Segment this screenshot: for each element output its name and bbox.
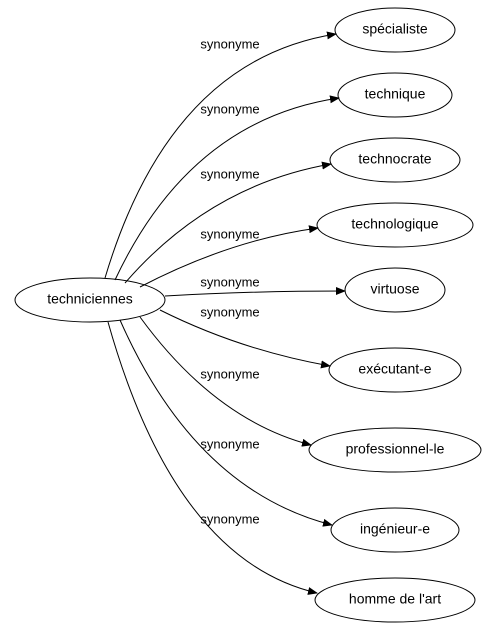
node-label: homme de l'art [349, 591, 441, 607]
edge-label: synonyme [200, 304, 259, 319]
node-label: technologique [351, 216, 438, 232]
target-node-homme_de_lart: homme de l'art [315, 578, 475, 622]
edge-path [165, 291, 345, 296]
target-node-technique: technique [338, 73, 452, 117]
edge-path [115, 98, 339, 280]
edge-label: synonyme [200, 511, 259, 526]
target-node-technocrate: technocrate [330, 138, 460, 182]
edges-group: synonyme synonyme synonyme synonyme synonyme… [105, 34, 345, 593]
edge-label: synonyme [200, 166, 259, 181]
edge-label: synonyme [200, 36, 259, 51]
node-label: virtuose [370, 281, 419, 297]
target-node-ingenieur: ingénieur-e [331, 508, 459, 552]
target-node-virtuose: virtuose [345, 268, 445, 312]
target-node-executant: exécutant-e [329, 348, 461, 392]
edge-path [120, 320, 332, 525]
node-label: spécialiste [362, 21, 428, 37]
edge-label: synonyme [200, 366, 259, 381]
source-node-techniciennes: techniciennes [15, 278, 165, 322]
target-node-specialiste: spécialiste [335, 8, 455, 52]
edge-technique: synonyme [115, 98, 339, 280]
edge-label: synonyme [200, 274, 259, 289]
edge-ingenieur: synonyme [120, 320, 332, 525]
node-label: professionnel-le [346, 441, 445, 457]
node-label: techniciennes [47, 291, 133, 307]
synonym-diagram: synonyme synonyme synonyme synonyme synonyme… [0, 0, 500, 635]
edge-label: synonyme [200, 101, 259, 116]
node-label: ingénieur-e [360, 521, 430, 537]
edge-label: synonyme [200, 436, 259, 451]
edge-virtuose: synonyme [165, 274, 345, 296]
node-label: technocrate [358, 151, 431, 167]
node-label: exécutant-e [358, 361, 431, 377]
node-label: technique [365, 86, 426, 102]
edge-professionnel: synonyme [140, 317, 311, 445]
target-node-professionnel: professionnel-le [309, 428, 481, 472]
edge-technocrate: synonyme [125, 164, 331, 283]
edge-label: synonyme [200, 226, 259, 241]
target-node-technologique: technologique [317, 203, 473, 247]
edge-executant: synonyme [160, 304, 330, 366]
edge-path [125, 164, 331, 283]
